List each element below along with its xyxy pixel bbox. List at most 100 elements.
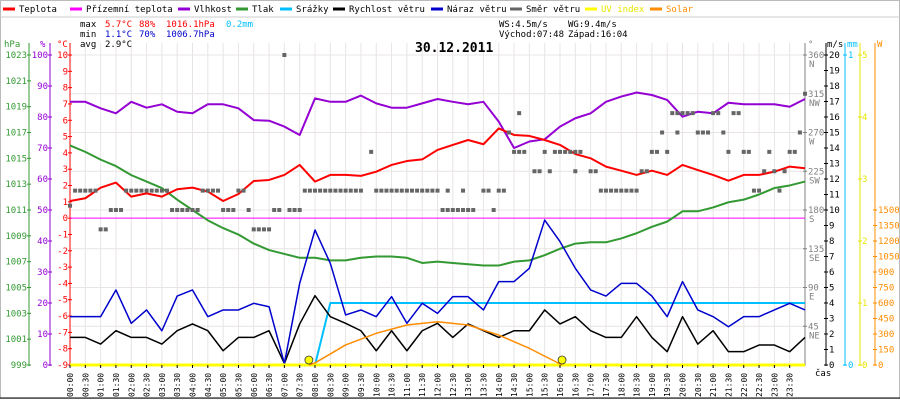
w-tick-label: 600 — [878, 299, 894, 309]
ms-tick-label: 1 — [829, 346, 834, 356]
wind-direction-point — [369, 149, 374, 154]
wind-direction-point — [685, 111, 690, 116]
wind-direction-point — [68, 203, 72, 208]
wind-direction-point — [170, 208, 175, 212]
wind-direction-point — [226, 208, 231, 212]
wind-direction-point — [113, 208, 118, 212]
ms-tick-label: 19 — [829, 67, 840, 77]
x-tick-label: 06:00 — [250, 373, 259, 397]
wind-direction-point — [246, 208, 251, 212]
legend-label: Teplota — [19, 5, 57, 15]
wind-direction-point — [665, 149, 670, 154]
wind-direction-point — [415, 188, 420, 193]
hpa-tick-label: 1019 — [5, 103, 27, 113]
wind-direction-point — [216, 188, 221, 193]
wind-direction-point — [343, 188, 348, 193]
wind-direction-point — [741, 149, 746, 154]
wind-direction-point — [445, 208, 450, 212]
wind-direction-point — [660, 130, 665, 135]
mm-axis-unit: mm — [847, 40, 858, 50]
x-tick-label: 10:30 — [388, 373, 397, 397]
temp-tick-label: 1 — [63, 198, 68, 208]
wind-direction-point — [328, 188, 333, 193]
temp-tick-label: 7 — [63, 100, 68, 110]
x-tick-label: 17:30 — [602, 373, 611, 397]
ms-axis-unit: m/s — [827, 40, 843, 50]
dir-tick-label: 360 — [808, 51, 824, 61]
uv-tick-label: 3 — [862, 175, 867, 185]
wind-direction-point — [333, 188, 338, 193]
series-teplota — [69, 127, 806, 203]
wind-direction-point — [782, 169, 787, 174]
wind-direction-point — [716, 111, 721, 116]
x-tick-label: 22:30 — [755, 373, 764, 397]
wind-direction-point — [139, 188, 144, 193]
wind-direction-point — [124, 188, 129, 193]
chart-title: 30.12.2011 — [415, 41, 493, 56]
wind-direction-point — [338, 188, 343, 193]
wind-direction-point — [496, 188, 501, 193]
stats-min-humidity: 70% — [139, 30, 156, 40]
x-tick-label: 01:30 — [112, 373, 121, 397]
x-tick-label: 02:30 — [143, 373, 152, 397]
wind-direction-point — [256, 227, 261, 232]
temp-tick-label: -1 — [57, 230, 68, 240]
wind-direction-point — [292, 208, 297, 212]
ms-tick-label: 0 — [829, 361, 834, 371]
compass-label: SW — [809, 176, 820, 186]
wind-direction-point — [231, 208, 236, 212]
ms-tick-label: 18 — [829, 82, 840, 92]
wind-direction-point — [466, 208, 471, 212]
dir-tick-label: 45 — [808, 322, 819, 332]
mm-tick-label: 1 — [848, 51, 853, 61]
compass-label: W — [809, 138, 815, 148]
ms-tick-label: 8 — [829, 237, 834, 247]
hpa-tick-label: 1001 — [5, 335, 27, 345]
wind-direction-point — [517, 111, 522, 116]
wind-direction-point — [455, 208, 460, 212]
dir-tick-label: 135 — [808, 245, 824, 255]
wind-direction-point — [78, 188, 83, 193]
temp-tick-label: 0 — [63, 214, 68, 224]
temp-tick-label: 9 — [63, 67, 68, 77]
wind-direction-point — [537, 169, 542, 174]
ms-tick-label: 6 — [829, 268, 834, 278]
wind-direction-point — [348, 188, 353, 193]
compass-label: SE — [809, 254, 820, 264]
stats-max-label: max — [80, 20, 97, 30]
temp-tick-label: 3 — [63, 165, 68, 175]
ms-tick-label: 4 — [829, 299, 834, 309]
x-tick-label: 23:30 — [786, 373, 795, 397]
wind-direction-point — [144, 188, 149, 193]
x-tick-label: 11:00 — [403, 373, 412, 397]
wind-direction-point — [573, 169, 578, 174]
w-axis-unit: W — [877, 40, 883, 50]
wind-direction-point — [251, 227, 256, 232]
x-tick-label: 22:00 — [740, 373, 749, 397]
wind-direction-point — [185, 208, 190, 212]
wind-direction-point — [634, 188, 639, 193]
wind-direction-point — [108, 208, 113, 212]
pct-tick-label: 0 — [43, 361, 48, 371]
temp-tick-label: -7 — [57, 328, 68, 338]
wind-direction-point — [695, 130, 700, 135]
pct-tick-label: 20 — [37, 299, 48, 309]
wind-direction-point — [164, 188, 169, 193]
wind-direction-point — [481, 188, 486, 193]
ms-tick-label: 17 — [829, 98, 840, 108]
pct-tick-label: 100 — [32, 51, 48, 61]
wind-direction-point — [517, 149, 522, 154]
uv-tick-label: 0 — [862, 361, 867, 371]
w-tick-label: 1350 — [878, 222, 900, 232]
legend-label: Směr větru — [526, 5, 580, 15]
wind-direction-point — [93, 188, 98, 193]
x-tick-label: 09:30 — [357, 373, 366, 397]
wind-direction-point — [277, 208, 282, 212]
temp-tick-label: -2 — [57, 247, 68, 257]
x-tick-label: 18:30 — [633, 373, 642, 397]
x-tick-label: 13:00 — [464, 373, 473, 397]
w-tick-label: 900 — [878, 268, 894, 278]
wind-direction-point — [318, 188, 323, 193]
dir-tick-label: 225 — [808, 167, 824, 177]
